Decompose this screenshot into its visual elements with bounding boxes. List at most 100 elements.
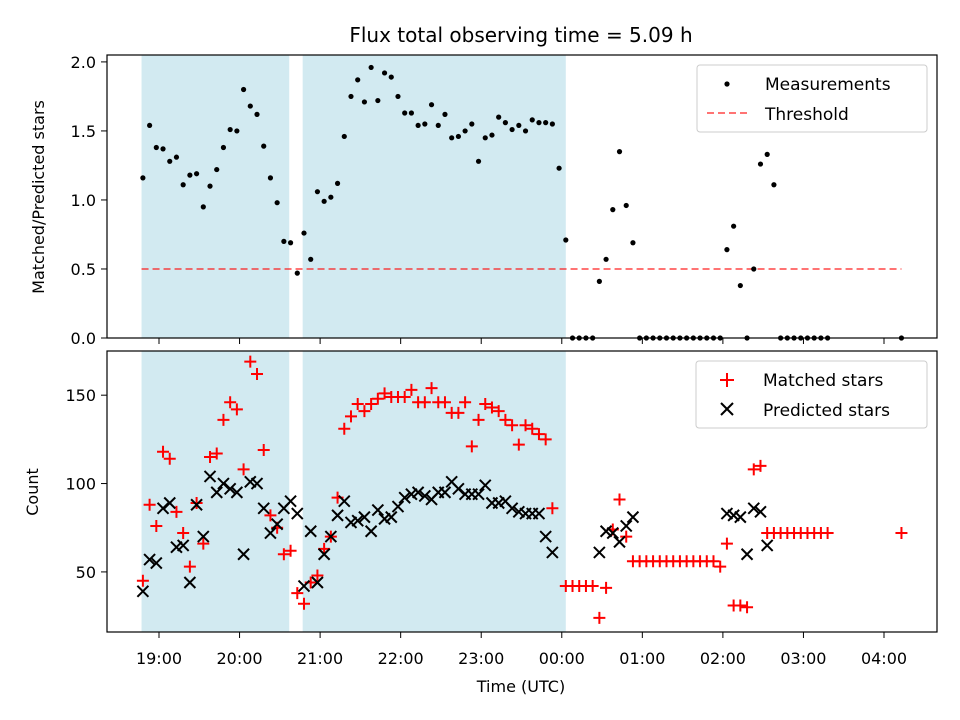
predicted-point — [317, 548, 331, 561]
predicted-point — [613, 535, 626, 549]
matched-point — [344, 410, 357, 423]
measurement-point — [616, 149, 623, 155]
matched-point — [190, 496, 203, 509]
measurement-point — [234, 128, 240, 134]
matched-point — [257, 443, 270, 456]
predicted-point — [438, 486, 452, 499]
measurement-point — [261, 143, 267, 149]
predicted-point — [606, 526, 620, 540]
matched-point — [183, 560, 196, 573]
matched-point — [378, 387, 391, 400]
predicted-point — [371, 503, 385, 517]
legend-label-predicted: Predicted stars — [763, 401, 890, 421]
matched-point — [895, 527, 908, 540]
predicted-point — [210, 486, 223, 499]
matched-point — [177, 527, 190, 540]
predicted-point — [291, 507, 304, 520]
matched-point — [136, 574, 149, 587]
measurement-point — [549, 121, 555, 127]
predicted-point — [270, 517, 284, 531]
y-axis-count: 50 100 150 — [65, 386, 107, 582]
legend-ratio: Measurements Threshold — [696, 64, 928, 133]
predicted-point — [284, 495, 297, 508]
predicted-point — [398, 491, 411, 504]
x-tick-label: 20:00 — [217, 649, 263, 668]
legend-box-ratio — [696, 64, 928, 133]
matched-point — [298, 597, 310, 610]
matched-point — [734, 599, 747, 612]
matched-point — [157, 445, 170, 458]
measurement-point — [563, 237, 569, 243]
matched-point — [532, 428, 545, 441]
measurement-point — [334, 180, 341, 186]
x-tick-label: 04:00 — [861, 649, 907, 668]
predicted-point — [203, 470, 217, 483]
measurement-point — [314, 189, 321, 195]
matched-point — [143, 498, 156, 511]
shaded-regions — [141, 55, 566, 338]
predicted-point — [176, 539, 190, 552]
predicted-point — [593, 546, 606, 559]
predicted-point — [532, 507, 546, 520]
predicted-point — [747, 502, 760, 515]
matched-point — [170, 505, 183, 518]
x-axis-label: Time (UTC) — [476, 677, 565, 696]
matched-point — [277, 548, 290, 561]
predicted-point — [620, 519, 633, 533]
predicted-point — [136, 585, 150, 598]
measurement-point — [737, 282, 743, 289]
measurement-point — [388, 74, 394, 80]
measurement-point — [294, 270, 300, 276]
measurement-point — [502, 120, 508, 126]
predicted-point — [304, 525, 317, 538]
measurement-point — [442, 111, 448, 117]
matched-point — [714, 560, 727, 573]
matched-point — [251, 367, 264, 380]
y-tick-label: 100 — [65, 475, 96, 494]
matched-point — [425, 382, 438, 395]
measurement-point — [724, 247, 730, 253]
matched-point — [506, 419, 519, 432]
matched-point — [465, 440, 478, 453]
matched-point — [418, 396, 431, 409]
measurement-point — [167, 158, 173, 164]
shaded-region-2 — [302, 351, 566, 632]
measurement-point — [368, 64, 374, 71]
measurement-point — [402, 110, 408, 116]
matched-point — [586, 580, 599, 593]
matched-point — [311, 569, 324, 582]
matched-point — [210, 447, 223, 460]
legend-marker-matched — [720, 373, 734, 387]
matched-point — [398, 390, 411, 403]
legend-box-count — [695, 360, 928, 429]
measurement-point — [160, 146, 166, 152]
measurement-point — [596, 278, 602, 284]
y-tick-label: 1.5 — [71, 122, 96, 141]
measurement-point — [321, 198, 327, 204]
matched-point — [754, 459, 767, 472]
measurement-point — [375, 97, 381, 104]
matched-point — [747, 463, 760, 476]
matched-point — [358, 405, 371, 418]
matched-point — [351, 398, 364, 411]
y-tick-label: 1.0 — [71, 191, 96, 210]
legend-marker-measurements — [724, 81, 730, 87]
measurement-point — [610, 207, 616, 213]
measurement-point — [173, 154, 180, 160]
measurement-point — [214, 166, 220, 173]
matched-point — [741, 601, 754, 614]
matched-point — [217, 413, 230, 426]
predicted-point — [740, 548, 754, 561]
y-tick-label: 150 — [65, 386, 96, 405]
predicted-point — [297, 579, 311, 593]
predicted-point — [539, 530, 552, 543]
x-tick-label: 02:00 — [700, 649, 746, 668]
measurement-point — [603, 256, 609, 262]
predicted-points — [136, 470, 774, 598]
predicted-point — [760, 539, 774, 552]
matched-point — [479, 398, 492, 411]
matched-point — [526, 422, 539, 435]
measurement-point — [462, 128, 468, 134]
matched-point — [338, 422, 351, 435]
